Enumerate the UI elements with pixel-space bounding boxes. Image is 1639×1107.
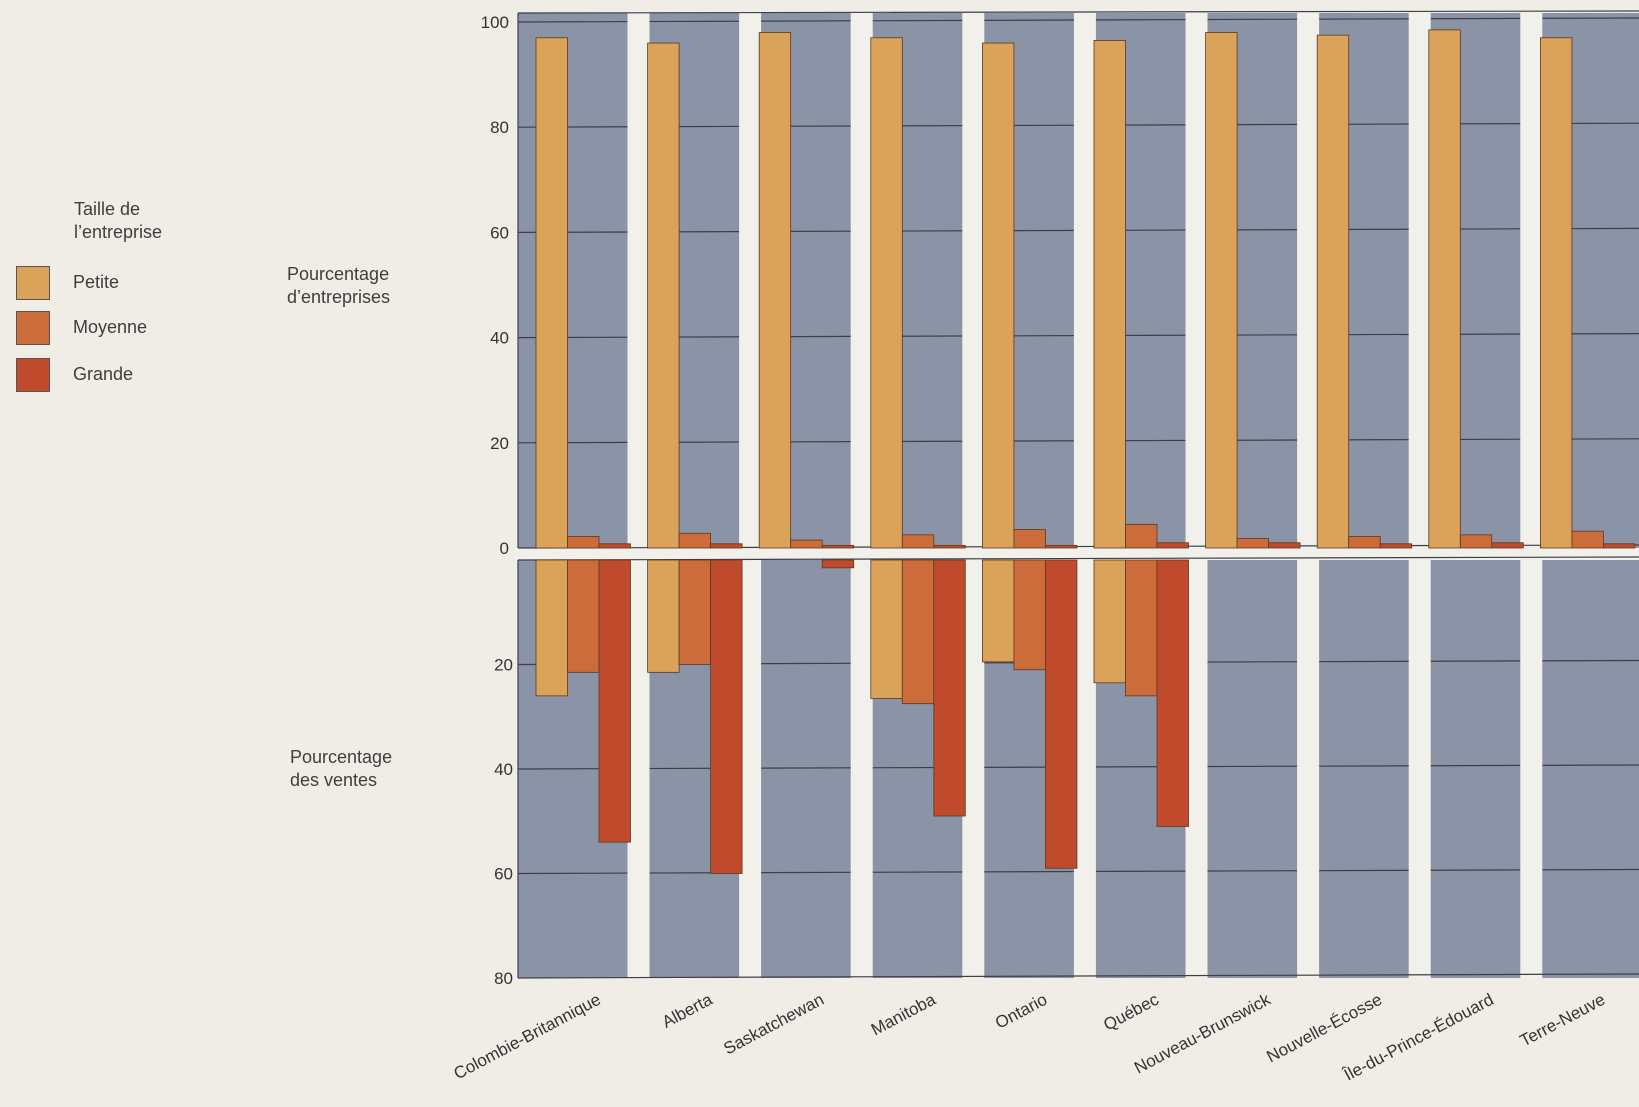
category-label-terre-neuve: Terre-Neuve: [1517, 990, 1609, 1051]
bottom-bar-moyenne-quebec: [1125, 559, 1158, 697]
category-label-saskatchewan: Saskatchewan: [721, 990, 828, 1059]
top-panel-label-line2: d’entreprises: [287, 287, 391, 307]
category-separator: [627, 13, 650, 978]
bottom-panel-label: Pourcentage des ventes: [290, 746, 392, 792]
bottom-baseline: [517, 556, 1639, 561]
top-bar-moyenne-ontario: [1013, 529, 1046, 549]
category-separator: [1408, 13, 1431, 978]
top-bar-moyenne-nouvelle-ecosse: [1348, 536, 1381, 549]
top-bar-grande-ontario: [1045, 544, 1078, 549]
bottom-y-tick-label: 40: [494, 760, 513, 779]
legend-label-grande: Grande: [73, 364, 134, 384]
top-bar-petite-alberta: [647, 42, 680, 549]
bottom-bar-moyenne-ontario: [1013, 559, 1046, 671]
top-y-tick-label: 0: [500, 539, 509, 558]
bottom-bar-grande-manitoba: [933, 559, 966, 817]
top-bar-grande-terre-neuve: [1603, 543, 1636, 549]
legend-swatch-moyenne: [16, 311, 50, 345]
top-bar-moyenne-terre-neuve: [1571, 530, 1604, 549]
category-label-manitoba: Manitoba: [868, 990, 939, 1040]
top-bar-grande-colombie-britannique: [598, 543, 631, 549]
top-bar-petite-saskatchewan: [758, 32, 792, 549]
top-bar-moyenne-quebec: [1125, 523, 1158, 549]
legend-title-line2: l’entreprise: [74, 222, 163, 242]
top-y-tick-label: 20: [490, 434, 509, 453]
category-separator: [850, 13, 873, 978]
bottom-y-tick-label: 60: [494, 865, 513, 884]
bottom-bar-moyenne-manitoba: [901, 559, 935, 705]
top-y-tick-label: 60: [490, 223, 509, 242]
top-bar-grande-quebec: [1156, 542, 1189, 549]
top-bar-petite-manitoba: [870, 37, 903, 549]
category-separator: [739, 13, 762, 978]
top-bar-grande-alberta: [710, 543, 743, 549]
top-bar-moyenne-alberta: [678, 532, 711, 549]
bottom-bar-petite-quebec: [1093, 559, 1126, 684]
bottom-bar-grande-colombie-britannique: [598, 559, 631, 843]
bottom-y-tick-label: 80: [494, 969, 513, 988]
top-bar-moyenne-nouveau-brunswick: [1236, 538, 1269, 549]
category-separator: [1073, 13, 1096, 978]
bottom-bar-grande-ontario: [1045, 559, 1078, 869]
bottom-y-tick-label: 20: [494, 656, 513, 675]
category-separator: [1520, 13, 1543, 978]
bottom-frame-line: [517, 973, 1639, 979]
top-bar-grande-saskatchewan: [821, 544, 855, 549]
top-frame-line: [517, 10, 1639, 14]
category-label-alberta: Alberta: [659, 990, 716, 1032]
top-bar-petite-nouveau-brunswick: [1205, 32, 1238, 549]
category-label-quebec: Québec: [1100, 990, 1162, 1035]
legend-label-petite: Petite: [73, 272, 120, 292]
top-y-tick-label: 100: [481, 13, 509, 32]
top-bar-moyenne-ile-du-prince-edouard: [1459, 534, 1493, 549]
category-separator: [962, 13, 985, 978]
top-bar-moyenne-colombie-britannique: [567, 536, 600, 549]
category-separator: [1297, 13, 1320, 978]
top-bar-petite-ontario: [982, 42, 1015, 549]
legend-swatch-grande: [16, 358, 50, 392]
top-y-tick-label: 80: [490, 118, 509, 137]
legend-swatch-petite: [16, 266, 50, 300]
axis-break: [514, 548, 1639, 560]
bottom-bar-moyenne-colombie-britannique: [567, 559, 600, 673]
top-bar-petite-ile-du-prince-edouard: [1428, 29, 1461, 549]
bottom-bar-grande-quebec: [1156, 559, 1189, 827]
top-bar-moyenne-manitoba: [901, 534, 935, 549]
top-y-tick-label: 40: [490, 329, 509, 348]
top-bar-petite-terre-neuve: [1540, 37, 1573, 549]
category-label-colombie-britannique: Colombie-Britannique: [451, 990, 604, 1084]
top-panel-label-line1: Pourcentage: [287, 264, 390, 284]
top-bar-grande-nouvelle-ecosse: [1379, 543, 1413, 549]
top-bar-grande-ile-du-prince-edouard: [1491, 542, 1524, 549]
legend-title: Taille de l’entreprise: [74, 198, 162, 244]
bottom-bar-petite-alberta: [647, 559, 680, 673]
bottom-bar-petite-manitoba: [870, 559, 903, 699]
top-bar-petite-nouvelle-ecosse: [1316, 34, 1350, 549]
bottom-bar-petite-colombie-britannique: [535, 559, 568, 697]
bottom-bar-grande-alberta: [710, 559, 743, 874]
category-label-ontario: Ontario: [992, 990, 1050, 1033]
legend-title-line1: Taille de: [74, 199, 141, 219]
bottom-bar-petite-ontario: [982, 559, 1015, 663]
bottom-bar-grande-saskatchewan: [821, 559, 855, 569]
top-bar-grande-nouveau-brunswick: [1268, 542, 1301, 549]
category-separator: [1185, 13, 1208, 978]
top-bar-petite-colombie-britannique: [535, 37, 568, 549]
top-bar-moyenne-saskatchewan: [790, 539, 823, 549]
top-panel-label: Pourcentage d’entreprises: [287, 263, 390, 309]
bottom-bar-moyenne-alberta: [678, 559, 711, 665]
top-bar-petite-quebec: [1093, 40, 1126, 549]
top-bar-grande-manitoba: [933, 544, 966, 549]
bottom-panel-label-line2: des ventes: [290, 770, 378, 790]
bottom-panel-label-line1: Pourcentage: [290, 747, 393, 767]
legend-label-moyenne: Moyenne: [73, 317, 148, 337]
